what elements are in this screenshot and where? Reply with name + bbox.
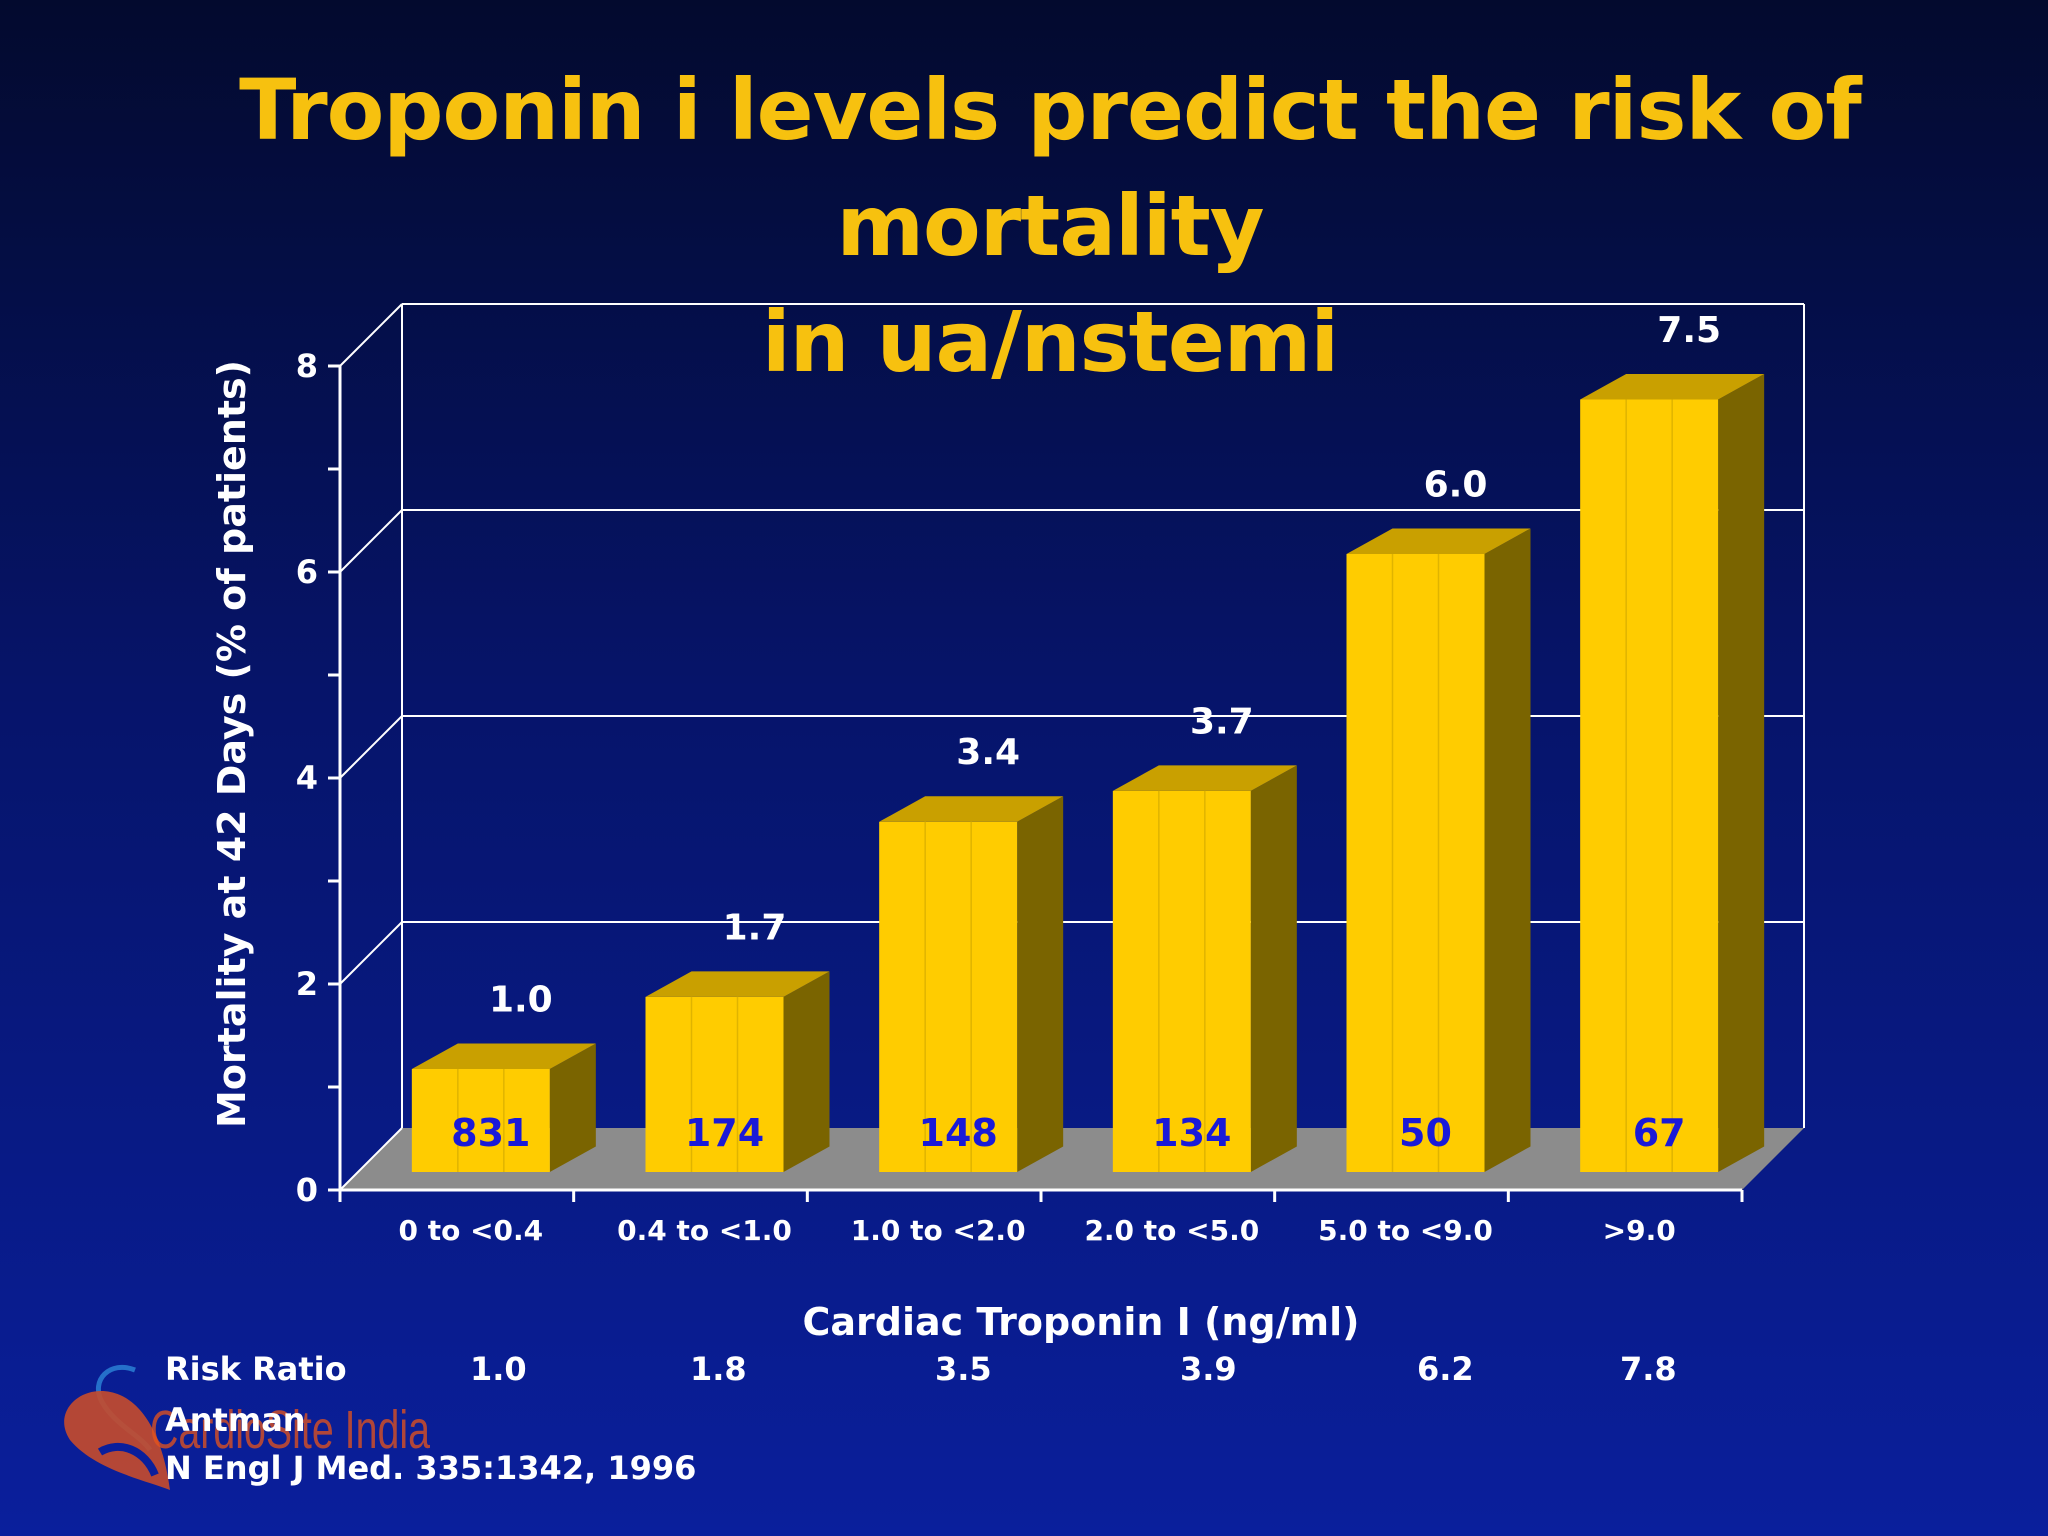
risk-ratio-value: 3.5 bbox=[935, 1350, 992, 1388]
y-axis-title: Mortality at 42 Days (% of patients) bbox=[210, 360, 254, 1128]
logo-text: CardioSite India bbox=[150, 1400, 431, 1460]
bar-front bbox=[411, 1069, 550, 1172]
risk-ratio-value: 7.8 bbox=[1620, 1350, 1677, 1388]
bar-top bbox=[645, 971, 830, 997]
bar-side bbox=[783, 971, 830, 1172]
x-tick-label: 1.0 to <2.0 bbox=[851, 1214, 1026, 1247]
risk-ratio-value: 1.0 bbox=[470, 1350, 527, 1388]
side-wall-line bbox=[339, 715, 403, 779]
risk-ratio-value: 1.8 bbox=[690, 1350, 747, 1388]
citation-reference: N Engl J Med. 335:1342, 1996 bbox=[165, 1449, 697, 1487]
x-tick-label: >9.0 bbox=[1603, 1214, 1676, 1247]
n-label: 67 bbox=[1633, 1111, 1686, 1155]
n-label: 134 bbox=[1152, 1111, 1231, 1155]
y-tick-label: 0 bbox=[296, 1171, 318, 1209]
x-tick-label: 0 to <0.4 bbox=[398, 1214, 543, 1247]
x-tick-label: 0.4 to <1.0 bbox=[617, 1214, 792, 1247]
y-tick-label: 8 bbox=[296, 347, 318, 385]
n-label: 148 bbox=[919, 1111, 998, 1155]
risk-ratio-value: 3.9 bbox=[1180, 1350, 1237, 1388]
n-label: 174 bbox=[685, 1111, 764, 1155]
bar-front bbox=[1346, 554, 1485, 1172]
bar bbox=[1112, 765, 1297, 1172]
bar-side bbox=[1017, 796, 1064, 1172]
bar-side bbox=[1250, 765, 1297, 1172]
side-wall-line bbox=[339, 509, 403, 573]
citation-author: Antman bbox=[165, 1401, 306, 1439]
x-axis-title: Cardiac Troponin I (ng/ml) bbox=[802, 1300, 1359, 1344]
bar-front bbox=[879, 821, 1018, 1172]
bar-top bbox=[411, 1043, 596, 1069]
y-tick-label: 4 bbox=[296, 759, 318, 797]
side-wall-line bbox=[339, 1127, 403, 1191]
x-tick-label: 2.0 to <5.0 bbox=[1084, 1214, 1259, 1247]
n-label: 831 bbox=[451, 1111, 530, 1155]
bar-front bbox=[1580, 399, 1719, 1172]
bar-top bbox=[879, 796, 1064, 822]
title-line-1: Troponin i levels predict the risk of mo… bbox=[239, 61, 1862, 275]
logo: CardioSite India bbox=[64, 1364, 431, 1490]
title-line-2: in ua/nstemi bbox=[761, 293, 1339, 391]
value-label: 1.7 bbox=[723, 907, 787, 948]
slide-title: Troponin i levels predict the risk of mo… bbox=[60, 52, 2040, 400]
side-wall-line bbox=[339, 303, 403, 367]
value-label: 3.7 bbox=[1190, 701, 1254, 742]
x-tick-label: 5.0 to <9.0 bbox=[1318, 1214, 1493, 1247]
citation: Antman N Engl J Med. 335:1342, 1996 bbox=[165, 1396, 696, 1492]
bar bbox=[1580, 373, 1765, 1172]
bar-side bbox=[1484, 528, 1531, 1172]
bar-top bbox=[1112, 765, 1297, 791]
bar bbox=[411, 1043, 596, 1172]
y-tick-label: 2 bbox=[296, 965, 318, 1003]
bar-side bbox=[549, 1043, 596, 1172]
n-label: 50 bbox=[1399, 1111, 1452, 1155]
value-label: 6.0 bbox=[1424, 464, 1488, 505]
bar-top bbox=[1580, 373, 1765, 400]
value-label: 1.0 bbox=[489, 979, 553, 1020]
y-tick-label: 6 bbox=[296, 553, 318, 591]
risk-ratio-label: Risk Ratio bbox=[165, 1350, 347, 1388]
risk-ratio-value: 6.2 bbox=[1417, 1350, 1474, 1388]
bar bbox=[1346, 528, 1531, 1172]
bar bbox=[645, 971, 830, 1172]
value-label: 3.4 bbox=[956, 732, 1020, 773]
bar bbox=[879, 796, 1064, 1172]
bar-front bbox=[645, 996, 784, 1172]
value-label: 7.5 bbox=[1657, 310, 1721, 351]
risk-ratio-row: Risk Ratio 1.0 1.8 3.5 3.9 6.2 7.8 bbox=[0, 1350, 2048, 1400]
bar-side bbox=[1718, 373, 1765, 1172]
heart-logo-icon bbox=[64, 1364, 170, 1490]
side-wall-line bbox=[339, 921, 403, 985]
bar-front bbox=[1112, 790, 1251, 1172]
bar-top bbox=[1346, 528, 1531, 554]
